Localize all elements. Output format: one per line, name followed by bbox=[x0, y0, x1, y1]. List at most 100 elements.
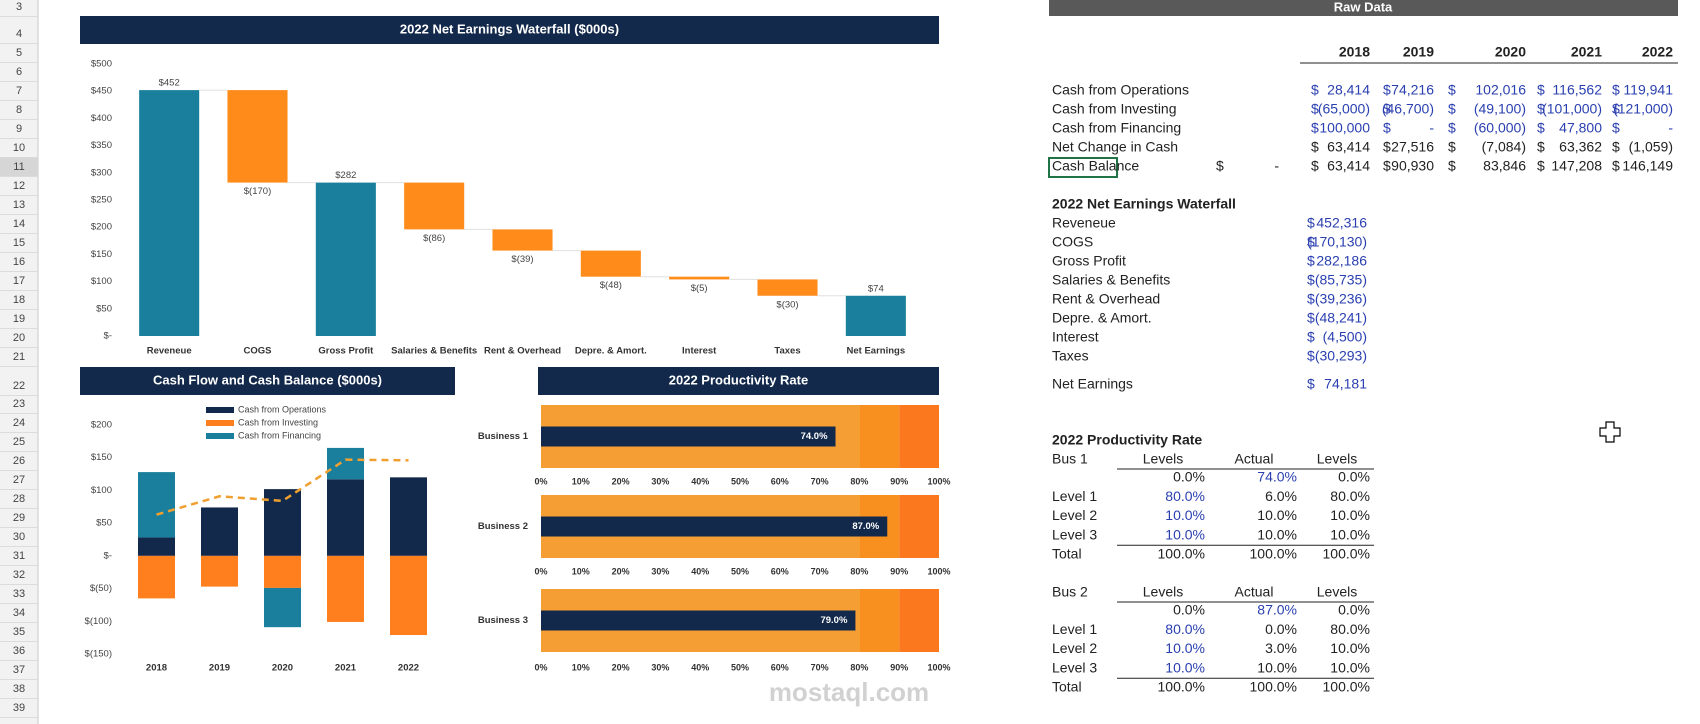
cell-value: 100.0% bbox=[1158, 546, 1205, 562]
waterfall-bar bbox=[227, 90, 288, 183]
cell-currency: $ bbox=[1537, 82, 1545, 98]
y-tick-label: $200 bbox=[91, 420, 112, 431]
x-tick-label: 30% bbox=[651, 566, 669, 576]
cell-value: 28,414 bbox=[1327, 82, 1370, 98]
cell-value: (39,236) bbox=[1315, 291, 1367, 307]
waterfall-bar bbox=[404, 182, 465, 230]
x-tick-label: 20% bbox=[612, 566, 630, 576]
data-label: $(39) bbox=[511, 254, 533, 265]
cell-value: (4,500) bbox=[1323, 329, 1367, 345]
cell-value: 80.0% bbox=[1165, 621, 1205, 637]
cell-value: 10.0% bbox=[1165, 640, 1205, 656]
cell-value: 10.0% bbox=[1330, 640, 1370, 656]
cell-currency: $ bbox=[1307, 329, 1315, 345]
raw-data-header-bar bbox=[1049, 0, 1678, 16]
cell-value: 100.0% bbox=[1158, 679, 1205, 695]
stacked-bar-segment bbox=[264, 555, 301, 588]
cell-value: (85,735) bbox=[1315, 272, 1367, 288]
x-tick-label: 60% bbox=[771, 566, 789, 576]
cell-currency: $ bbox=[1311, 82, 1319, 98]
chart-title-band bbox=[80, 16, 939, 44]
selected-cell[interactable] bbox=[1048, 157, 1118, 178]
block-name: Bus 2 bbox=[1052, 584, 1088, 600]
cell-value: - bbox=[1274, 158, 1279, 174]
x-tick-label: 50% bbox=[731, 662, 749, 672]
cell-currency: $ bbox=[1448, 139, 1456, 155]
raw-data-title: Raw Data bbox=[1334, 0, 1393, 14]
cell-currency: $ bbox=[1612, 120, 1620, 136]
cell-value: 100.0% bbox=[1323, 679, 1370, 695]
row-label: Level 3 bbox=[1052, 526, 1097, 542]
year-header: 2018 bbox=[1339, 44, 1370, 60]
cell-value: 100.0% bbox=[1250, 679, 1297, 695]
stacked-bar-segment bbox=[390, 477, 427, 556]
cell-currency: $ bbox=[1311, 158, 1319, 174]
x-tick-label: 2018 bbox=[146, 663, 167, 674]
cell-currency: $ bbox=[1383, 82, 1391, 98]
cell-value: 87.0% bbox=[1257, 602, 1297, 618]
row-number: 5 bbox=[16, 47, 22, 59]
x-tick-label: 100% bbox=[927, 476, 950, 486]
cell-currency: $ bbox=[1612, 139, 1620, 155]
column-header: Levels bbox=[1317, 584, 1357, 600]
cell-value: 0.0% bbox=[1338, 602, 1370, 618]
cell-value: 0.0% bbox=[1173, 602, 1205, 618]
cell-currency: $ bbox=[1612, 158, 1620, 174]
row-number: 39 bbox=[13, 702, 25, 714]
legend-swatch bbox=[206, 433, 234, 439]
cell-value: (60,000) bbox=[1474, 120, 1526, 136]
x-tick-label: Depre. & Amort. bbox=[575, 346, 647, 357]
cell-currency: $ bbox=[1383, 101, 1391, 117]
y-tick-label: $350 bbox=[91, 140, 112, 151]
y-tick-label: $500 bbox=[91, 59, 112, 70]
chart-title-band bbox=[538, 367, 939, 395]
x-tick-label: 2019 bbox=[209, 663, 230, 674]
row-number: 9 bbox=[16, 123, 22, 135]
row-label: Interest bbox=[1052, 329, 1099, 345]
waterfall-bar bbox=[845, 295, 906, 336]
row-label: Net Change in Cash bbox=[1052, 139, 1178, 155]
chart-title: 2022 Productivity Rate bbox=[669, 372, 808, 387]
y-category-label: Business 2 bbox=[478, 521, 528, 532]
row-number: 31 bbox=[13, 550, 25, 562]
cell-value: 146,149 bbox=[1622, 158, 1673, 174]
cell-currency: $ bbox=[1448, 101, 1456, 117]
cell-value: 80.0% bbox=[1330, 621, 1370, 637]
x-tick-label: Rent & Overhead bbox=[484, 346, 561, 357]
cell-value: (1,059) bbox=[1629, 139, 1673, 155]
cell-value: 63,414 bbox=[1327, 139, 1370, 155]
cell-value: 0.0% bbox=[1338, 469, 1370, 485]
row-label: Level 1 bbox=[1052, 488, 1097, 504]
cell-currency: $ bbox=[1307, 215, 1315, 231]
data-label: 87.0% bbox=[852, 521, 879, 532]
section-title: 2022 Productivity Rate bbox=[1052, 432, 1202, 448]
chart-title: Cash Flow and Cash Balance ($000s) bbox=[153, 372, 382, 387]
row-number: 38 bbox=[13, 683, 25, 695]
y-tick-label: $100 bbox=[91, 276, 112, 287]
row-number: 25 bbox=[13, 436, 25, 448]
cell-value: 0.0% bbox=[1265, 621, 1297, 637]
cell-value: 74,216 bbox=[1391, 82, 1434, 98]
cell-value: 10.0% bbox=[1165, 659, 1205, 675]
legend-swatch bbox=[206, 420, 234, 426]
stacked-bar-segment bbox=[201, 507, 238, 556]
cell-currency: $ bbox=[1383, 120, 1391, 136]
x-tick-label: 0% bbox=[534, 662, 547, 672]
data-label: $452 bbox=[159, 78, 180, 89]
data-label: $(30) bbox=[776, 299, 798, 310]
row-number: 30 bbox=[13, 531, 25, 543]
stacked-bar-segment bbox=[390, 555, 427, 636]
cell-value: 10.0% bbox=[1330, 507, 1370, 523]
cell-value: 102,016 bbox=[1475, 82, 1526, 98]
cell-value: - bbox=[1668, 120, 1673, 136]
x-tick-label: 2020 bbox=[272, 663, 293, 674]
cell-currency: $ bbox=[1307, 234, 1315, 250]
row-label: Reveneue bbox=[1052, 215, 1116, 231]
stacked-bar-segment bbox=[264, 587, 301, 628]
cell-value: (48,241) bbox=[1315, 310, 1367, 326]
y-tick-label: $150 bbox=[91, 452, 112, 463]
y-tick-label: $50 bbox=[96, 518, 112, 529]
row-number: 27 bbox=[13, 474, 25, 486]
cell-currency: $ bbox=[1537, 120, 1545, 136]
